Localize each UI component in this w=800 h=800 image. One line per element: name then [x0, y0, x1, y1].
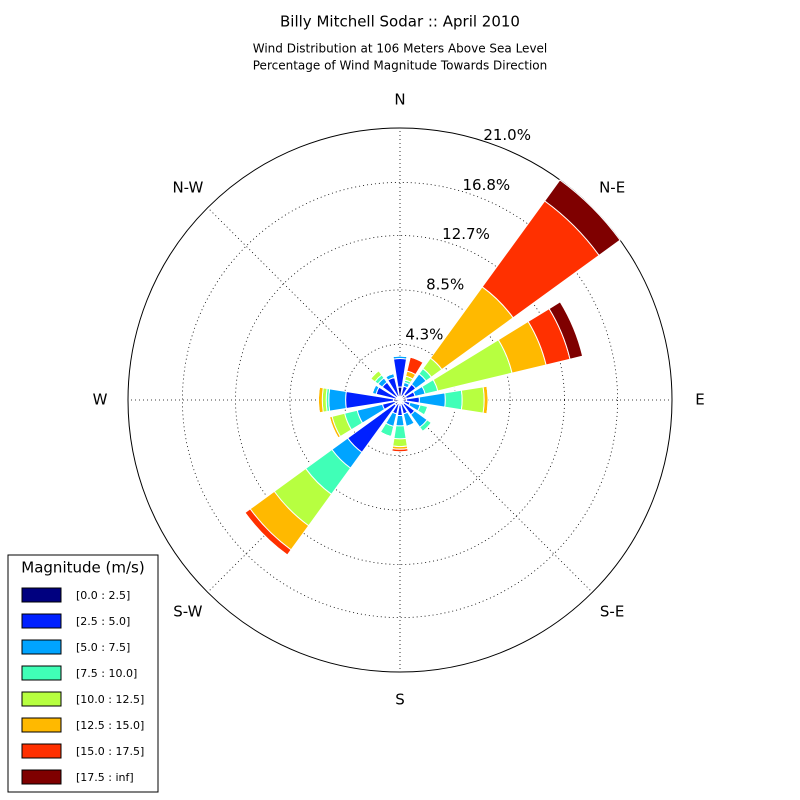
wedge	[370, 370, 379, 379]
wedge	[444, 389, 463, 411]
wedge	[393, 425, 407, 440]
grid-circle	[181, 181, 619, 619]
direction-label: W	[93, 391, 108, 409]
legend-swatch	[21, 587, 62, 603]
legend-swatch	[21, 691, 62, 707]
wedge	[380, 431, 392, 438]
legend-label: [5.0 : 7.5]	[76, 641, 130, 654]
legend-label: [10.0 : 12.5]	[76, 693, 144, 706]
legend-title: Magnitude (m/s)	[21, 559, 144, 577]
wedge	[486, 386, 489, 414]
wedge	[422, 422, 432, 432]
wedge	[328, 416, 339, 439]
radial-tick-label: 4.3%	[405, 326, 443, 344]
legend-label: [15.0 : 17.5]	[76, 745, 144, 758]
legend-swatch	[21, 665, 62, 681]
direction-label: N-W	[172, 178, 203, 196]
legend-label: [17.5 : inf]	[76, 771, 134, 784]
chart-subtitle: Percentage of Wind Magnitude Towards Dir…	[253, 59, 547, 73]
wedge	[418, 392, 446, 408]
radial-tick-label: 12.7%	[442, 225, 490, 243]
wedge	[393, 355, 407, 357]
grid-circle	[235, 235, 565, 565]
legend-swatch	[21, 743, 62, 759]
chart-subtitle: Wind Distribution at 106 Meters Above Se…	[253, 42, 548, 56]
legend-label: [0.0 : 2.5]	[76, 589, 130, 602]
grid-circle	[289, 289, 511, 511]
legend-label: [12.5 : 15.0]	[76, 719, 144, 732]
wedge	[328, 388, 347, 412]
direction-label: N	[394, 91, 405, 109]
direction-label: S-W	[173, 603, 202, 621]
legend-swatch	[21, 717, 62, 733]
wedge	[543, 179, 621, 257]
legend-label: [7.5 : 10.0]	[76, 667, 137, 680]
legend-swatch	[21, 769, 62, 785]
direction-label: E	[695, 391, 704, 409]
wedge	[385, 373, 394, 378]
wedge	[392, 437, 408, 448]
wedge	[548, 301, 584, 360]
legend-swatch	[21, 639, 62, 655]
wedge	[244, 512, 288, 556]
wedge	[395, 414, 405, 427]
wedge	[460, 386, 485, 414]
direction-label: N-E	[599, 178, 625, 196]
legend-label: [2.5 : 5.0]	[76, 615, 130, 628]
radial-tick-label: 8.5%	[426, 275, 464, 293]
grid-spoke	[399, 399, 593, 593]
legend-swatch	[21, 613, 62, 629]
direction-label: S-E	[600, 603, 624, 621]
direction-label: S	[395, 691, 405, 709]
wedge	[406, 422, 415, 427]
wedge	[410, 356, 424, 363]
grid-spoke	[207, 207, 401, 401]
outer-circle	[127, 127, 673, 673]
chart-title: Billy Mitchell Sodar :: April 2010	[280, 13, 520, 31]
radial-tick-label: 16.8%	[463, 176, 511, 194]
radial-tick-label: 21.0%	[483, 126, 531, 144]
